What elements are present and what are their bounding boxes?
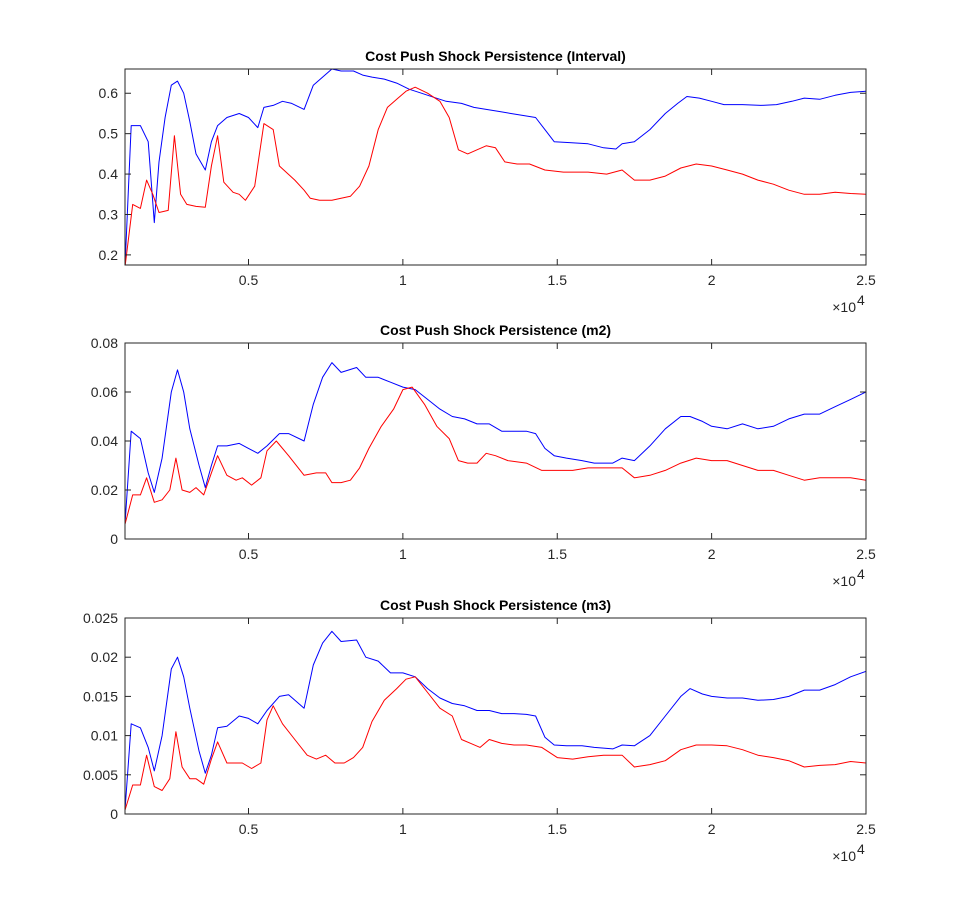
series-line-red [125, 86, 866, 265]
chart-title: Cost Push Shock Persistence (m3) [380, 597, 611, 613]
series-line-red [125, 386, 866, 525]
x-tick-label: 2 [708, 821, 716, 837]
y-tick-label: 0 [110, 806, 118, 822]
y-tick-label: 0.3 [99, 206, 119, 222]
x-tick-label: 1 [399, 821, 407, 837]
y-tick-label: 0.02 [91, 482, 118, 498]
x-tick-label: 0.5 [239, 821, 259, 837]
y-tick-label: 0.5 [99, 126, 119, 142]
y-tick-label: 0.01 [91, 728, 118, 744]
axes-box [124, 617, 867, 815]
x-tick-label: 1.5 [548, 821, 568, 837]
y-tick-label: 0.2 [99, 247, 119, 263]
y-tick-label: 0.005 [83, 767, 118, 783]
subplot-2: 0.5 1 1.5 2 2.5 0 0.02 0.04 0.06 0.08 Cost Push Sh… [91, 322, 876, 589]
series-line-blue [125, 69, 866, 265]
y-tick-label: 0.015 [83, 688, 118, 704]
subplot-1: 0.5 1 1.5 2 2.5 0.2 0.3 0.4 0.5 0.6 Cost Push Shoc… [99, 48, 876, 315]
x-tick-label: 0.5 [239, 272, 259, 288]
y-tick-label: 0.08 [91, 335, 118, 351]
chart-title: Cost Push Shock Persistence (m2) [380, 322, 611, 338]
axes-box [124, 342, 867, 540]
series-line-blue [125, 630, 866, 811]
series-line-red [125, 676, 866, 811]
x-tick-label: 1 [399, 546, 407, 562]
x-exponent-base: ×10 [832, 299, 856, 315]
x-tick-label: 1 [399, 272, 407, 288]
x-tick-label: 2 [708, 272, 716, 288]
x-tick-label: 0.5 [239, 546, 259, 562]
x-tick-label: 2 [708, 546, 716, 562]
y-tick-label: 0.025 [83, 610, 118, 626]
x-tick-label: 2.5 [856, 821, 876, 837]
y-tick-label: 0.02 [91, 649, 118, 665]
series-line-blue [125, 362, 866, 525]
x-exponent-power: 4 [857, 841, 865, 857]
x-exponent-base: ×10 [832, 848, 856, 864]
x-tick-label: 1.5 [548, 272, 568, 288]
y-tick-label: 0.4 [99, 166, 119, 182]
subplot-3: 0.5 1 1.5 2 2.5 0 0.005 0.01 0.015 0.02 0.025 Cost … [83, 597, 876, 864]
x-exponent-power: 4 [857, 566, 865, 582]
x-exponent-base: ×10 [832, 573, 856, 589]
x-tick-label: 2.5 [856, 546, 876, 562]
y-tick-label: 0.06 [91, 384, 118, 400]
y-tick-label: 0.04 [91, 433, 118, 449]
chart-title: Cost Push Shock Persistence (Interval) [365, 48, 626, 64]
axes-box [124, 68, 867, 266]
x-tick-label: 1.5 [548, 546, 568, 562]
x-exponent-power: 4 [857, 292, 865, 308]
y-tick-label: 0 [110, 531, 118, 547]
y-tick-label: 0.6 [99, 85, 119, 101]
x-tick-label: 2.5 [856, 272, 876, 288]
